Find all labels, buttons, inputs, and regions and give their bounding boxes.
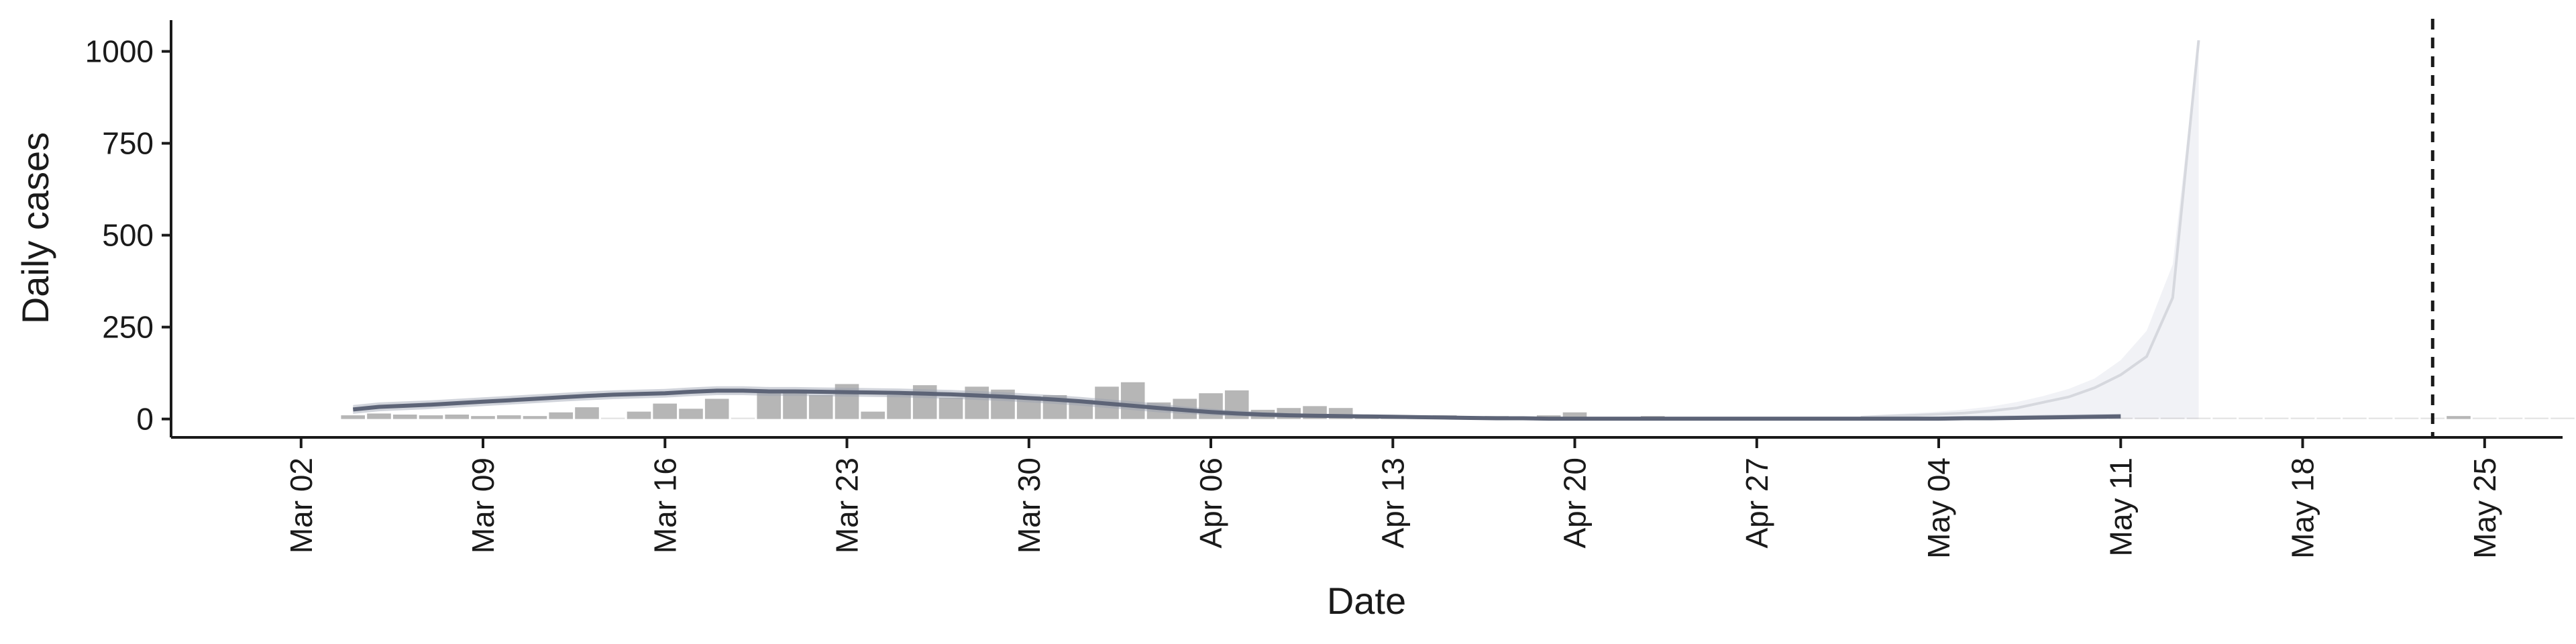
case-bar bbox=[419, 415, 443, 419]
case-bar bbox=[2524, 417, 2548, 419]
case-bar bbox=[912, 385, 937, 419]
case-bar bbox=[2212, 417, 2237, 419]
bars-layer bbox=[341, 382, 2575, 419]
case-bar bbox=[445, 415, 469, 419]
case-bar bbox=[808, 395, 833, 419]
y-axis-title: Daily cases bbox=[14, 132, 56, 324]
case-bar bbox=[1146, 402, 1171, 419]
case-bar bbox=[471, 416, 495, 419]
case-bar bbox=[1562, 412, 1587, 419]
y-tick-label: 1000 bbox=[85, 34, 154, 69]
x-axis-title: Date bbox=[1327, 580, 1406, 622]
case-bar bbox=[2368, 417, 2393, 419]
case-bar bbox=[861, 411, 885, 419]
fit-band bbox=[353, 386, 2121, 419]
case-bar bbox=[575, 407, 599, 419]
x-tick-label: Apr 06 bbox=[1193, 458, 1228, 549]
x-tick-label: Apr 20 bbox=[1558, 458, 1593, 549]
case-bar bbox=[1199, 393, 1223, 419]
case-bar bbox=[2160, 417, 2185, 419]
x-tick-label: Mar 23 bbox=[830, 458, 865, 553]
case-bar bbox=[2186, 417, 2211, 419]
forecast-layer bbox=[1860, 40, 2200, 419]
case-bar bbox=[627, 411, 651, 419]
case-bar bbox=[600, 417, 625, 419]
case-bar bbox=[2343, 417, 2367, 419]
y-tick-label: 500 bbox=[102, 218, 154, 253]
x-tick-label: May 04 bbox=[1921, 458, 1956, 559]
case-bar bbox=[392, 415, 417, 419]
case-bar bbox=[2316, 417, 2341, 419]
case-bar bbox=[2551, 417, 2575, 419]
case-bar bbox=[2239, 417, 2263, 419]
case-bar bbox=[679, 409, 703, 419]
case-bar bbox=[938, 397, 963, 419]
case-bar bbox=[367, 413, 391, 419]
forecast-median-line bbox=[1860, 40, 2200, 419]
case-bar bbox=[2135, 417, 2159, 419]
x-tick-label: Mar 09 bbox=[466, 458, 500, 553]
x-ticks: Mar 02 Mar 09 Mar 16 Mar 23 Mar 30 Apr 06 Apr … bbox=[284, 437, 2502, 559]
case-bar bbox=[2290, 417, 2315, 419]
case-bar bbox=[757, 390, 781, 419]
fit-mean-line bbox=[352, 388, 2121, 421]
case-bar bbox=[2264, 417, 2289, 419]
case-bar bbox=[549, 412, 573, 419]
case-bar bbox=[965, 386, 989, 419]
x-tick-label: Mar 16 bbox=[647, 458, 682, 553]
case-bar bbox=[2447, 416, 2471, 419]
case-bar bbox=[1120, 382, 1145, 419]
x-tick-label: May 25 bbox=[2467, 458, 2502, 559]
case-bar bbox=[2394, 417, 2419, 419]
fit-layer bbox=[352, 386, 2121, 421]
case-bar bbox=[835, 384, 859, 419]
x-tick-label: May 18 bbox=[2286, 458, 2320, 559]
case-bar bbox=[704, 398, 729, 419]
case-bar bbox=[523, 416, 547, 419]
axes-layer bbox=[170, 20, 2563, 439]
y-tick-label: 0 bbox=[136, 402, 154, 437]
case-bar bbox=[341, 415, 365, 419]
x-tick-label: Apr 13 bbox=[1375, 458, 1410, 549]
x-tick-label: May 11 bbox=[2103, 458, 2138, 556]
case-bar bbox=[887, 395, 911, 419]
y-tick-label: 750 bbox=[102, 126, 154, 161]
case-bar bbox=[2472, 417, 2497, 419]
case-bar bbox=[653, 403, 677, 419]
case-bar bbox=[731, 417, 755, 419]
case-bar bbox=[2498, 417, 2523, 419]
forecast-band bbox=[1860, 40, 2199, 419]
x-tick-label: Apr 27 bbox=[1739, 458, 1774, 549]
case-bar bbox=[783, 389, 807, 419]
x-tick-label: Mar 30 bbox=[1012, 458, 1046, 553]
y-ticks: 0 250 500 750 1000 bbox=[85, 34, 171, 437]
case-bar bbox=[496, 415, 521, 419]
y-tick-label: 250 bbox=[102, 310, 154, 345]
x-tick-label: Mar 02 bbox=[284, 458, 319, 553]
